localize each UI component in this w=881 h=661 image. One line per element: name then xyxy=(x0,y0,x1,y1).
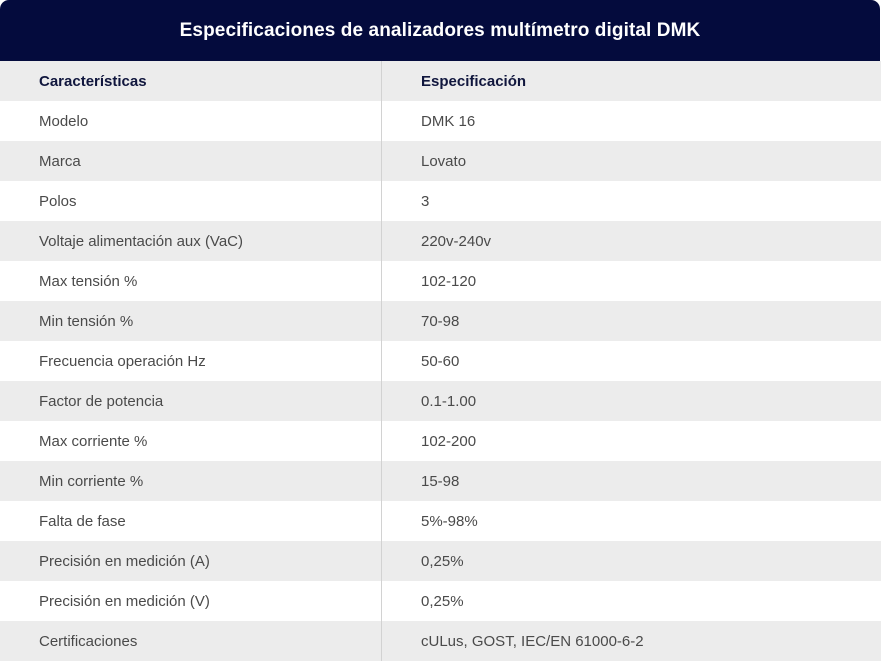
row-label: Precisión en medición (V) xyxy=(0,581,382,621)
table-row: Min tensión % 70-98 xyxy=(0,301,881,341)
row-value: 70-98 xyxy=(421,312,460,330)
row-value: 220v-240v xyxy=(421,232,492,250)
row-value: 15-98 xyxy=(421,472,460,490)
row-value: 5%-98% xyxy=(421,512,478,530)
row-value: 0.1-1.00 xyxy=(421,392,477,410)
table-title: Especificaciones de analizadores multíme… xyxy=(0,0,880,61)
row-label: Falta de fase xyxy=(0,501,382,541)
row-label: Precisión en medición (A) xyxy=(0,541,382,581)
row-label: Min tensión % xyxy=(0,301,382,341)
table-header-row: Características Especificación xyxy=(0,61,881,101)
row-value: 0,25% xyxy=(421,592,464,610)
row-label: Polos xyxy=(0,181,382,221)
row-value: 3 xyxy=(421,192,430,210)
table-row: Polos 3 xyxy=(0,181,881,221)
row-value: cULus, GOST, IEC/EN 61000-6-2 xyxy=(421,632,644,650)
row-label: Marca xyxy=(0,141,382,181)
row-label: Voltaje alimentación aux (VaC) xyxy=(0,221,382,261)
table-row: Factor de potencia 0.1-1.00 xyxy=(0,381,881,421)
row-label: Max tensión % xyxy=(0,261,382,301)
row-label: Min corriente % xyxy=(0,461,382,501)
table-row: Falta de fase 5%-98% xyxy=(0,501,881,541)
row-label: Factor de potencia xyxy=(0,381,382,421)
table-row: Modelo DMK 16 xyxy=(0,101,881,141)
column-header-specification: Especificación xyxy=(421,72,527,90)
table-row: Min corriente % 15-98 xyxy=(0,461,881,501)
row-label: Max corriente % xyxy=(0,421,382,461)
row-value: 102-120 xyxy=(421,272,477,290)
row-value: 102-200 xyxy=(421,432,477,450)
table-row: Precisión en medición (V) 0,25% xyxy=(0,581,881,621)
table-row: Precisión en medición (A) 0,25% xyxy=(0,541,881,581)
row-value: Lovato xyxy=(421,152,467,170)
table-body: Características Especificación Modelo DM… xyxy=(0,61,881,661)
row-label: Modelo xyxy=(0,101,382,141)
column-header-characteristics: Características xyxy=(0,61,382,101)
table-row: Max corriente % 102-200 xyxy=(0,421,881,461)
row-value: DMK 16 xyxy=(421,112,476,130)
row-label: Frecuencia operación Hz xyxy=(0,341,382,381)
row-value: 0,25% xyxy=(421,552,464,570)
table-row: Certificaciones cULus, GOST, IEC/EN 6100… xyxy=(0,621,881,661)
table-row: Marca Lovato xyxy=(0,141,881,181)
table-row: Max tensión % 102-120 xyxy=(0,261,881,301)
row-label: Certificaciones xyxy=(0,621,382,661)
row-value: 50-60 xyxy=(421,352,460,370)
table-row: Frecuencia operación Hz 50-60 xyxy=(0,341,881,381)
table-row: Voltaje alimentación aux (VaC) 220v-240v xyxy=(0,221,881,261)
